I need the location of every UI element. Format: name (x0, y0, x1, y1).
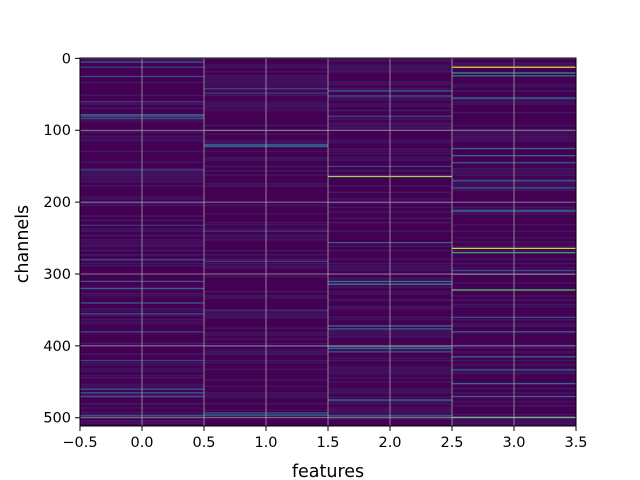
x-tick-label: 1.0 (254, 435, 277, 451)
y-axis: 0 100 200 300 400 500 (43, 51, 80, 427)
x-tick-label: 0.5 (192, 435, 215, 451)
x-tick-label: 2.5 (440, 435, 463, 451)
plot-area (79, 57, 577, 427)
x-tick-label: 2.0 (378, 435, 401, 451)
y-axis-label: channels (13, 205, 33, 283)
y-tick-label: 0 (62, 51, 71, 67)
x-tick-label: 3.0 (502, 435, 525, 451)
x-tick-label: 1.5 (316, 435, 339, 451)
x-tick-label: 0.0 (130, 435, 153, 451)
y-tick-label: 500 (43, 411, 71, 427)
y-tick-label: 200 (43, 195, 71, 211)
x-axis-label: features (292, 462, 364, 480)
x-axis: −0.5 0.0 0.5 1.0 1.5 2.0 2.5 3.0 3.5 (62, 426, 588, 451)
y-tick-label: 400 (43, 339, 71, 355)
x-tick-label: 3.5 (564, 435, 587, 451)
x-tick-label: −0.5 (62, 435, 97, 451)
y-tick-label: 100 (43, 123, 71, 139)
y-tick-label: 300 (43, 267, 71, 283)
